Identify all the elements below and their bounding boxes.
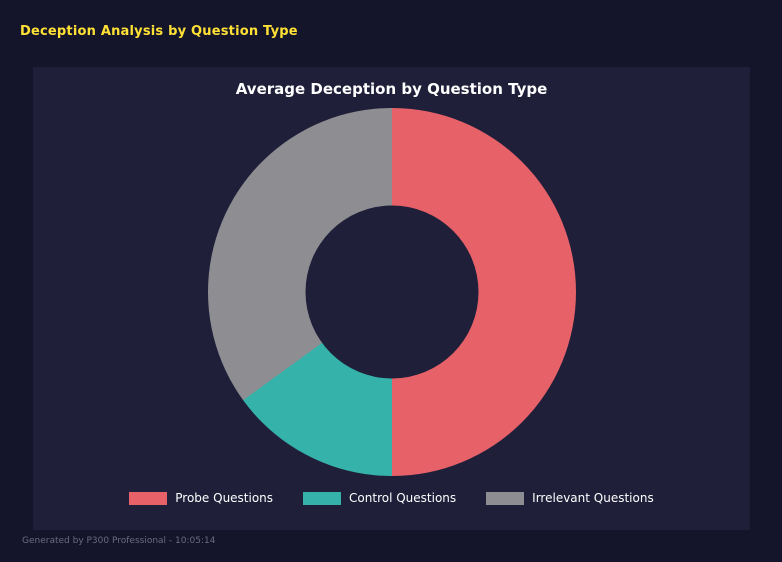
legend-swatch-probe [129, 491, 168, 505]
legend-item-probe: Probe Questions [129, 491, 273, 505]
donut-hole [305, 205, 478, 379]
donut-chart [207, 108, 576, 476]
chart-title: Average Deception by Question Type [235, 80, 548, 98]
footer-status-text: Generated by P300 Professional - 10:05:1… [22, 536, 216, 546]
legend-item-control: Control Questions [303, 491, 456, 505]
legend-label-control: Control Questions [349, 491, 457, 505]
legend-swatch-control [303, 491, 342, 505]
legend-swatch-irrelevant [486, 491, 525, 505]
legend-item-irrelevant: Irrelevant Questions [486, 491, 654, 505]
chart-panel: Average Deception by Question Type Probe… [33, 67, 750, 530]
page-title: Deception Analysis by Question Type [20, 24, 298, 39]
chart-legend: Probe Questions Control Questions Irrele… [33, 491, 750, 505]
legend-label-irrelevant: Irrelevant Questions [532, 491, 654, 505]
legend-label-probe: Probe Questions [175, 491, 274, 505]
